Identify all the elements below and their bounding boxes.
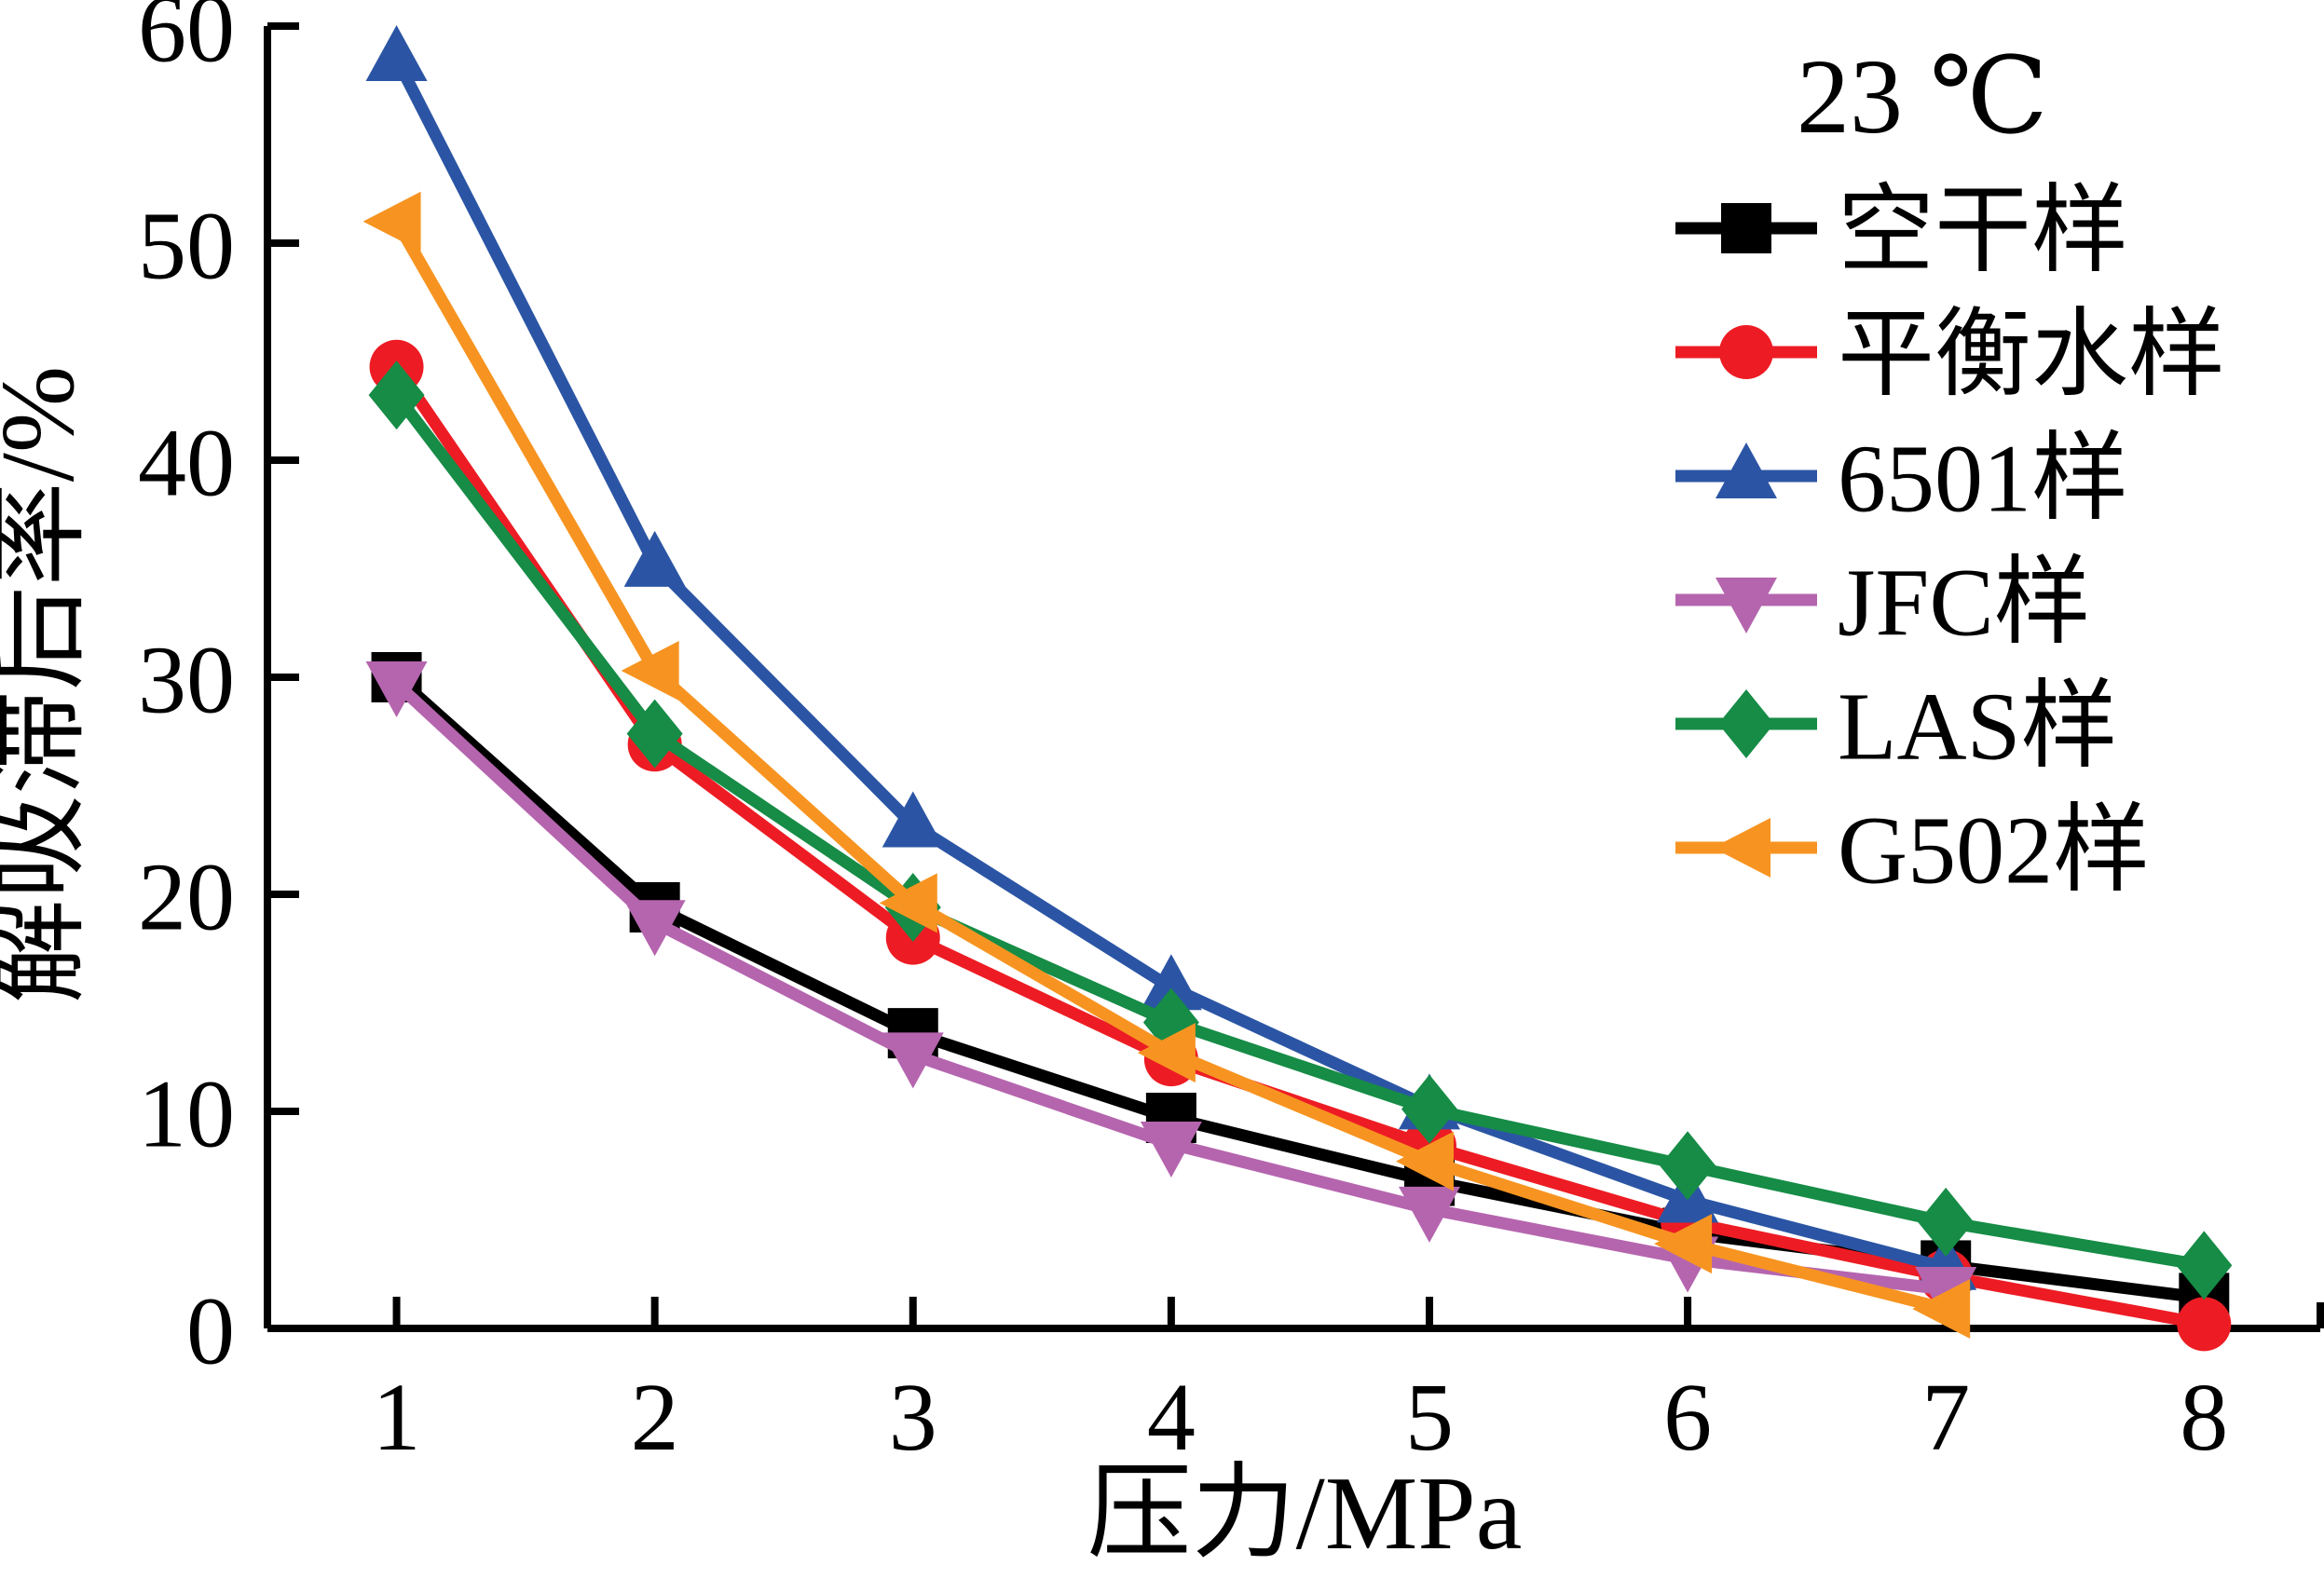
marker-triangle-down: [882, 1032, 944, 1089]
marker-triangle-left: [1654, 1214, 1713, 1274]
x-tick-label: 8: [2180, 1364, 2228, 1471]
legend-label: LAS样: [1838, 673, 2117, 780]
series-G502样: [362, 191, 1971, 1340]
marker-triangle-left: [1713, 818, 1770, 878]
x-tick-label: 6: [1663, 1364, 1712, 1471]
marker-triangle-left: [1912, 1279, 1971, 1340]
legend-item-平衡水样: 平衡水样: [1675, 301, 2225, 408]
marker-diamond: [1918, 1187, 1975, 1257]
axes: [264, 22, 2324, 1332]
data-series: [362, 24, 2233, 1352]
legend-item-G502样: G502样: [1675, 796, 2150, 904]
y-tick-label: 0: [186, 1277, 235, 1384]
legend-item-空干样: 空干样: [1675, 177, 2128, 284]
legend-item-LAS样: LAS样: [1675, 673, 2117, 780]
x-tick-labels: 1 2 3 4 5 6 7 8: [373, 1364, 2229, 1471]
y-tick-label: 50: [138, 192, 235, 299]
x-tick-label: 7: [1921, 1364, 1970, 1471]
x-tick-label: 3: [889, 1364, 937, 1471]
legend-label: 空干样: [1838, 177, 2128, 284]
marker-diamond: [368, 361, 425, 430]
marker-triangle-up: [882, 791, 944, 848]
marker-triangle-up: [1716, 442, 1777, 498]
y-tick-label: 60: [138, 0, 235, 82]
marker-triangle-up: [365, 24, 428, 81]
marker-triangle-up: [623, 530, 686, 587]
x-tick-label: 1: [373, 1364, 421, 1471]
x-axis-title: 压力/MPa: [1087, 1456, 1523, 1572]
legend-label: 6501样: [1838, 425, 2128, 532]
marker-triangle-left: [879, 873, 937, 933]
marker-diamond: [1660, 1131, 1716, 1201]
x-tick-label: 4: [1147, 1364, 1196, 1471]
series-LAS样: [368, 361, 2233, 1300]
y-tick-label: 10: [138, 1060, 235, 1167]
y-tick-label: 40: [138, 409, 235, 516]
marker-square: [1721, 203, 1771, 253]
series-line: [390, 55, 1948, 1274]
marker-triangle-left: [362, 191, 421, 252]
legend-item-JFC样: JFC样: [1675, 549, 2091, 656]
legend-label: 平衡水样: [1838, 301, 2225, 408]
x-tick-label: 5: [1405, 1364, 1454, 1471]
marker-triangle-left: [621, 641, 679, 701]
marker-triangle-down: [1398, 1186, 1460, 1243]
x-tick-label: 2: [631, 1364, 679, 1471]
legend-item-6501样: 6501样: [1675, 425, 2128, 532]
marker-diamond: [626, 699, 683, 769]
marker-circle: [1719, 325, 1773, 379]
marker-triangle-left: [1137, 1023, 1196, 1083]
marker-triangle-up: [1140, 954, 1202, 1011]
series-line: [391, 391, 2206, 1272]
marker-triangle-down: [1140, 1121, 1202, 1177]
marker-diamond: [2176, 1231, 2233, 1300]
y-axis-title: 解吸滞后率/%: [0, 366, 96, 1003]
marker-triangle-down: [623, 900, 686, 957]
y-tick-labels: 0 10 20 30 40 50 60: [138, 0, 235, 1384]
marker-triangle-down: [1716, 578, 1777, 633]
marker-diamond: [1718, 689, 1774, 758]
marker-circle: [2177, 1297, 2232, 1352]
legend-label: G502样: [1838, 796, 2150, 904]
y-tick-label: 30: [138, 626, 235, 733]
marker-triangle-down: [365, 660, 428, 717]
legend-label: JFC样: [1838, 549, 2091, 656]
legend-title: 23 ℃: [1797, 37, 2048, 156]
marker-diamond: [1401, 1074, 1457, 1144]
marker-triangle-left: [1395, 1131, 1454, 1191]
y-tick-label: 20: [138, 843, 235, 950]
